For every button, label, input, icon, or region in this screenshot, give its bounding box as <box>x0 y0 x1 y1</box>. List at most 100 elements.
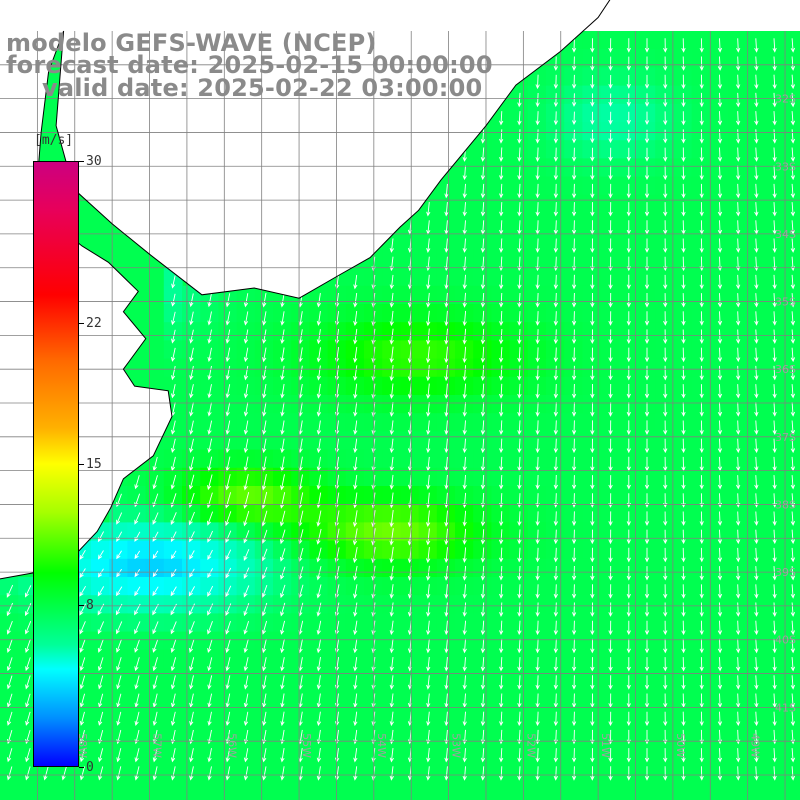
wind-arrow <box>590 274 595 290</box>
wind-speed-cell <box>455 322 474 341</box>
wind-speed-cell <box>618 231 638 250</box>
wind-arrow <box>681 347 686 363</box>
wind-speed-cell <box>254 686 274 705</box>
wind-speed-cell <box>109 595 128 614</box>
wind-speed-cell <box>564 194 583 214</box>
wind-arrow <box>134 693 140 708</box>
wind-arrow <box>498 547 504 563</box>
wind-arrow <box>608 657 613 672</box>
wind-speed-cell <box>345 358 365 378</box>
wind-arrow <box>717 329 723 344</box>
wind-arrow <box>644 165 650 181</box>
wind-arrow <box>243 329 249 344</box>
wind-arrow <box>717 402 723 417</box>
wind-arrow <box>170 420 176 435</box>
wind-speed-cell <box>163 449 183 469</box>
wind-speed-cell <box>546 522 565 542</box>
wind-speed-cell <box>455 358 474 378</box>
wind-speed-cell <box>527 522 547 542</box>
wind-speed-cell <box>600 340 620 360</box>
wind-speed-cell <box>564 759 583 778</box>
wind-arrow <box>280 420 285 435</box>
wind-arrow <box>189 293 194 308</box>
wind-speed-cell <box>309 340 329 360</box>
wind-speed-cell <box>637 67 656 87</box>
wind-speed-cell <box>455 213 474 232</box>
wind-arrow <box>644 511 650 527</box>
wind-speed-cell <box>527 431 547 451</box>
wind-speed-cell <box>163 631 183 651</box>
wind-speed-cell <box>491 395 511 414</box>
wind-speed-cell <box>491 413 511 432</box>
wind-arrow <box>444 292 449 308</box>
wind-speed-cell <box>273 777 292 796</box>
wind-speed-cell <box>564 613 583 633</box>
wind-speed-cell <box>364 267 383 287</box>
wind-arrow <box>25 693 31 708</box>
wind-speed-cell <box>218 795 238 800</box>
wind-speed-cell <box>491 376 511 396</box>
wind-arrow <box>189 384 194 399</box>
wind-speed-cell <box>327 759 347 778</box>
wind-speed-cell <box>236 704 256 724</box>
wind-speed-cell <box>291 395 310 414</box>
wind-arrow <box>590 147 595 162</box>
wind-speed-cell <box>618 631 638 651</box>
wind-arrow <box>444 711 449 727</box>
wind-arrow <box>608 511 613 527</box>
wind-speed-cell <box>382 558 401 578</box>
wind-arrow <box>736 111 741 126</box>
wind-speed-cell <box>782 777 800 796</box>
wind-speed-cell <box>691 467 711 487</box>
wind-arrow <box>699 438 704 454</box>
wind-arrow <box>170 438 176 454</box>
wind-arrow <box>772 529 777 545</box>
wind-arrow <box>517 748 522 763</box>
wind-arrow <box>498 383 504 399</box>
wind-arrow <box>316 365 321 381</box>
wind-speed-cell <box>254 322 274 341</box>
wind-arrow <box>571 347 577 363</box>
wind-arrow <box>626 475 631 490</box>
wind-arrow <box>736 620 741 636</box>
wind-speed-cell <box>582 777 602 796</box>
wind-speed-cell <box>637 649 656 669</box>
wind-arrow <box>754 602 759 617</box>
wind-speed-cell <box>782 213 800 232</box>
wind-speed-cell <box>382 340 401 360</box>
wind-arrow <box>535 602 540 617</box>
wind-arrow <box>316 293 321 308</box>
wind-arrow <box>553 766 558 781</box>
wind-speed-cell <box>364 522 383 542</box>
wind-speed-cell <box>782 285 800 305</box>
wind-arrow <box>571 402 577 417</box>
wind-arrow <box>754 766 759 781</box>
wind-speed-cell <box>345 558 365 578</box>
wind-arrow <box>590 129 595 144</box>
wind-arrow <box>590 292 595 308</box>
wind-arrow <box>717 511 723 526</box>
wind-arrow <box>262 748 267 763</box>
wind-speed-cell <box>600 631 620 651</box>
wind-speed-cell <box>618 304 638 323</box>
wind-speed-cell <box>473 740 492 760</box>
wind-speed-cell <box>564 176 583 196</box>
wind-arrow <box>790 165 796 181</box>
wind-speed-cell <box>564 376 583 396</box>
wind-arrow <box>608 420 613 436</box>
wind-arrow <box>626 165 631 181</box>
wind-arrow <box>170 766 176 781</box>
wind-arrow <box>553 438 558 454</box>
wind-speed-cell <box>163 740 183 760</box>
wind-arrow <box>754 402 759 417</box>
wind-arrow <box>754 584 759 599</box>
wind-speed-cell <box>127 740 147 760</box>
wind-speed-cell <box>546 431 565 451</box>
wind-speed-cell <box>218 304 238 323</box>
wind-arrow <box>353 584 358 599</box>
wind-speed-cell <box>527 140 547 159</box>
wind-speed-cell <box>382 267 401 287</box>
wind-arrow <box>480 620 486 636</box>
wind-speed-cell <box>273 413 292 432</box>
wind-arrow <box>699 748 704 763</box>
